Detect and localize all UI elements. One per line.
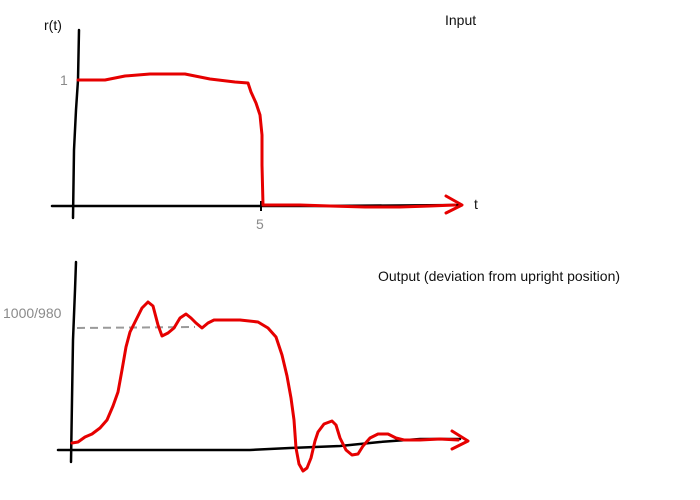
- input-y-tick-label: 1: [60, 72, 68, 88]
- output-response-curve: [70, 300, 460, 473]
- input-y-axis: [71, 28, 81, 220]
- input-x-axis-label: t: [474, 196, 478, 212]
- output-y-axis: [69, 260, 78, 464]
- output-reference-line: [76, 326, 196, 329]
- input-panel: r(t) Input t 1 5: [44, 12, 478, 232]
- output-x-axis: [56, 437, 462, 452]
- output-panel: Output (deviation from upright position)…: [3, 260, 620, 473]
- output-title: Output (deviation from upright position): [378, 268, 620, 284]
- input-signal-curve: [76, 72, 457, 209]
- input-x-tick-label: 5: [256, 216, 264, 232]
- input-x-arrowhead: [444, 194, 464, 215]
- input-y-axis-label: r(t): [44, 17, 62, 33]
- input-title: Input: [445, 12, 476, 28]
- output-y-tick-label: 1000/980: [3, 305, 62, 321]
- output-x-arrowhead: [450, 429, 470, 451]
